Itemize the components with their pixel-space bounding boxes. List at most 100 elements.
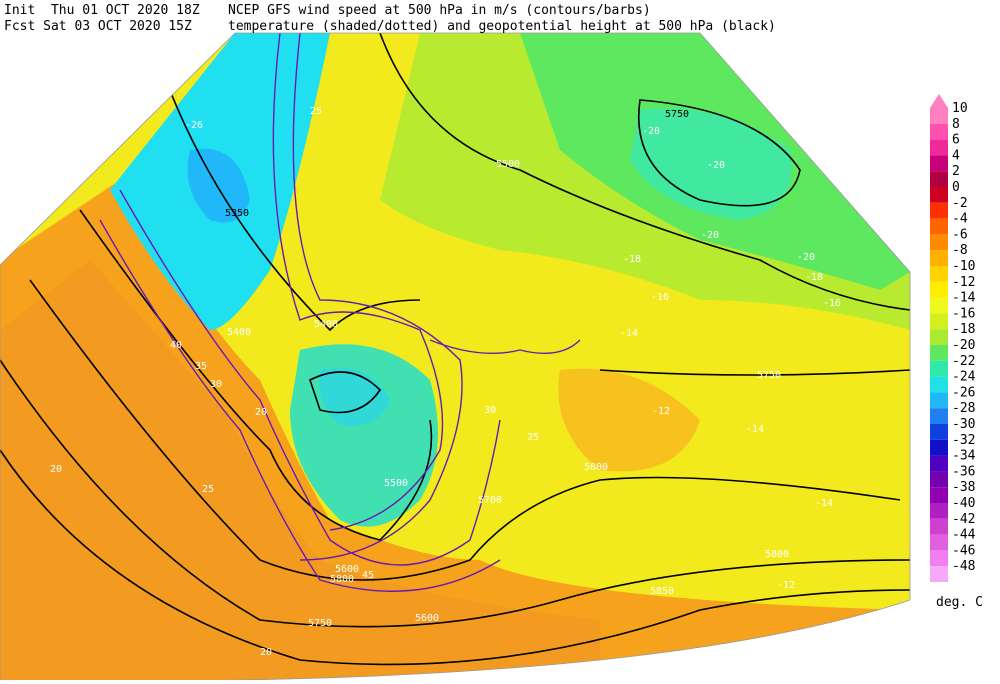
colorbar-label: -2 — [952, 196, 968, 211]
map-label: -12 — [652, 406, 670, 417]
colorbar-swatch — [930, 439, 948, 456]
height-contours — [0, 33, 910, 666]
map-label: 5400 — [314, 319, 338, 330]
colorbar-swatch — [930, 266, 948, 282]
wind-contours — [99, 33, 581, 592]
forecast-time: Fcst Sat 03 OCT 2020 15Z — [4, 19, 192, 34]
colorbar-swatch — [930, 392, 948, 409]
map-label: 5800 — [765, 549, 789, 560]
colorbar-swatch — [930, 408, 948, 424]
title-line: temperature (shaded/dotted) and geopoten… — [228, 19, 776, 34]
map-label: -14 — [620, 328, 638, 339]
colorbar-label: -14 — [952, 291, 976, 306]
colorbar-arrow — [930, 94, 948, 108]
map-label: 5700 — [478, 495, 502, 506]
colorbar-swatch — [930, 376, 948, 393]
colorbar-swatch — [930, 108, 948, 124]
colorbar-swatch — [930, 187, 948, 203]
colorbar-label: -44 — [952, 528, 976, 543]
map-label: 20 — [260, 647, 272, 658]
colorbar-swatch — [930, 250, 948, 266]
colorbar-swatch — [930, 218, 948, 235]
colorbar-label: -34 — [952, 449, 976, 464]
cold-patch — [187, 148, 250, 223]
colorbar-unit: deg. C — [936, 595, 983, 610]
cold-patch — [630, 108, 792, 220]
colorbar-label: -40 — [952, 496, 975, 511]
map-label: 5500 — [496, 159, 520, 170]
map-label: 45 — [362, 570, 374, 581]
colorbar-label: -8 — [952, 243, 968, 258]
colorbar-label: -32 — [952, 433, 975, 448]
colorbar-label: -16 — [952, 306, 975, 321]
map-label: -18 — [623, 254, 641, 265]
colorbar-label: 4 — [952, 148, 960, 163]
colorbar-swatch — [930, 566, 948, 582]
map-label: 25 — [202, 484, 214, 495]
map-label: 5500 — [384, 478, 408, 489]
map-label: 5400 — [227, 327, 251, 338]
init-time: Init Thu 01 OCT 2020 18Z — [4, 3, 200, 18]
map-label: -20 — [642, 126, 660, 137]
colorbar-label: -36 — [952, 464, 975, 479]
colorbar-swatch — [930, 202, 948, 219]
map-label: -16 — [823, 298, 841, 309]
map-label: -26 — [185, 120, 203, 131]
colorbar-swatch — [930, 155, 948, 172]
map-label: -16 — [651, 292, 669, 303]
map-label: -12 — [777, 580, 795, 591]
map-label: 5750 — [308, 618, 332, 629]
colorbar-label: -30 — [952, 417, 975, 432]
warm-region — [0, 260, 600, 680]
map-label: 5750 — [665, 109, 689, 120]
map-label: 5600 — [335, 564, 359, 575]
colorbar-swatch — [930, 313, 948, 330]
colorbar: 1086420-2-4-6-8-10-12-14-16-18-20-22-24-… — [930, 94, 976, 582]
title-line: NCEP GFS wind speed at 500 hPa in m/s (c… — [228, 3, 651, 18]
map-label: -20 — [707, 160, 725, 171]
colorbar-label: 10 — [952, 101, 968, 116]
map-label: -14 — [746, 424, 764, 435]
map-label: 20 — [255, 407, 267, 418]
map-label: 30 — [210, 379, 222, 390]
map-label: -20 — [701, 230, 719, 241]
map-label: 40 — [170, 340, 182, 351]
colorbar-label: -18 — [952, 322, 975, 337]
map-label: 20 — [50, 464, 62, 475]
colorbar-swatch — [930, 487, 948, 503]
map-label: 5600 — [415, 613, 439, 624]
colorbar-swatch — [930, 234, 948, 251]
map-label: -18 — [805, 272, 823, 283]
colorbar-swatch — [930, 424, 948, 440]
colorbar-swatch — [930, 518, 948, 535]
colorbar-label: 0 — [952, 180, 960, 195]
map-label: 5350 — [225, 208, 249, 219]
colorbar-label: -24 — [952, 370, 976, 385]
colorbar-swatch — [930, 503, 948, 519]
colorbar-label: -22 — [952, 354, 975, 369]
colorbar-label: -26 — [952, 385, 975, 400]
colorbar-swatch — [930, 139, 948, 156]
colorbar-label: 2 — [952, 164, 960, 179]
map-label: -20 — [797, 252, 815, 263]
map-label: 30 — [484, 405, 496, 416]
map-label: -14 — [815, 498, 833, 509]
colorbar-swatch — [930, 360, 948, 377]
warm-patch — [558, 368, 700, 472]
colorbar-label: -20 — [952, 338, 975, 353]
map-label: 5800 — [584, 462, 608, 473]
colorbar-swatch — [930, 329, 948, 345]
map-label: 5850 — [650, 586, 674, 597]
colorbar-swatch — [930, 455, 948, 472]
map-label: 25 — [310, 106, 322, 117]
colorbar-label: -38 — [952, 480, 975, 495]
colorbar-swatch — [930, 534, 948, 551]
colorbar-swatch — [930, 471, 948, 488]
colorbar-label: -46 — [952, 543, 975, 558]
colorbar-label: -42 — [952, 512, 975, 527]
colorbar-label: -28 — [952, 401, 975, 416]
colorbar-swatch — [930, 171, 948, 187]
colorbar-label: -6 — [952, 227, 968, 242]
map-label: 5750 — [757, 370, 781, 381]
colorbar-swatch — [930, 297, 948, 314]
